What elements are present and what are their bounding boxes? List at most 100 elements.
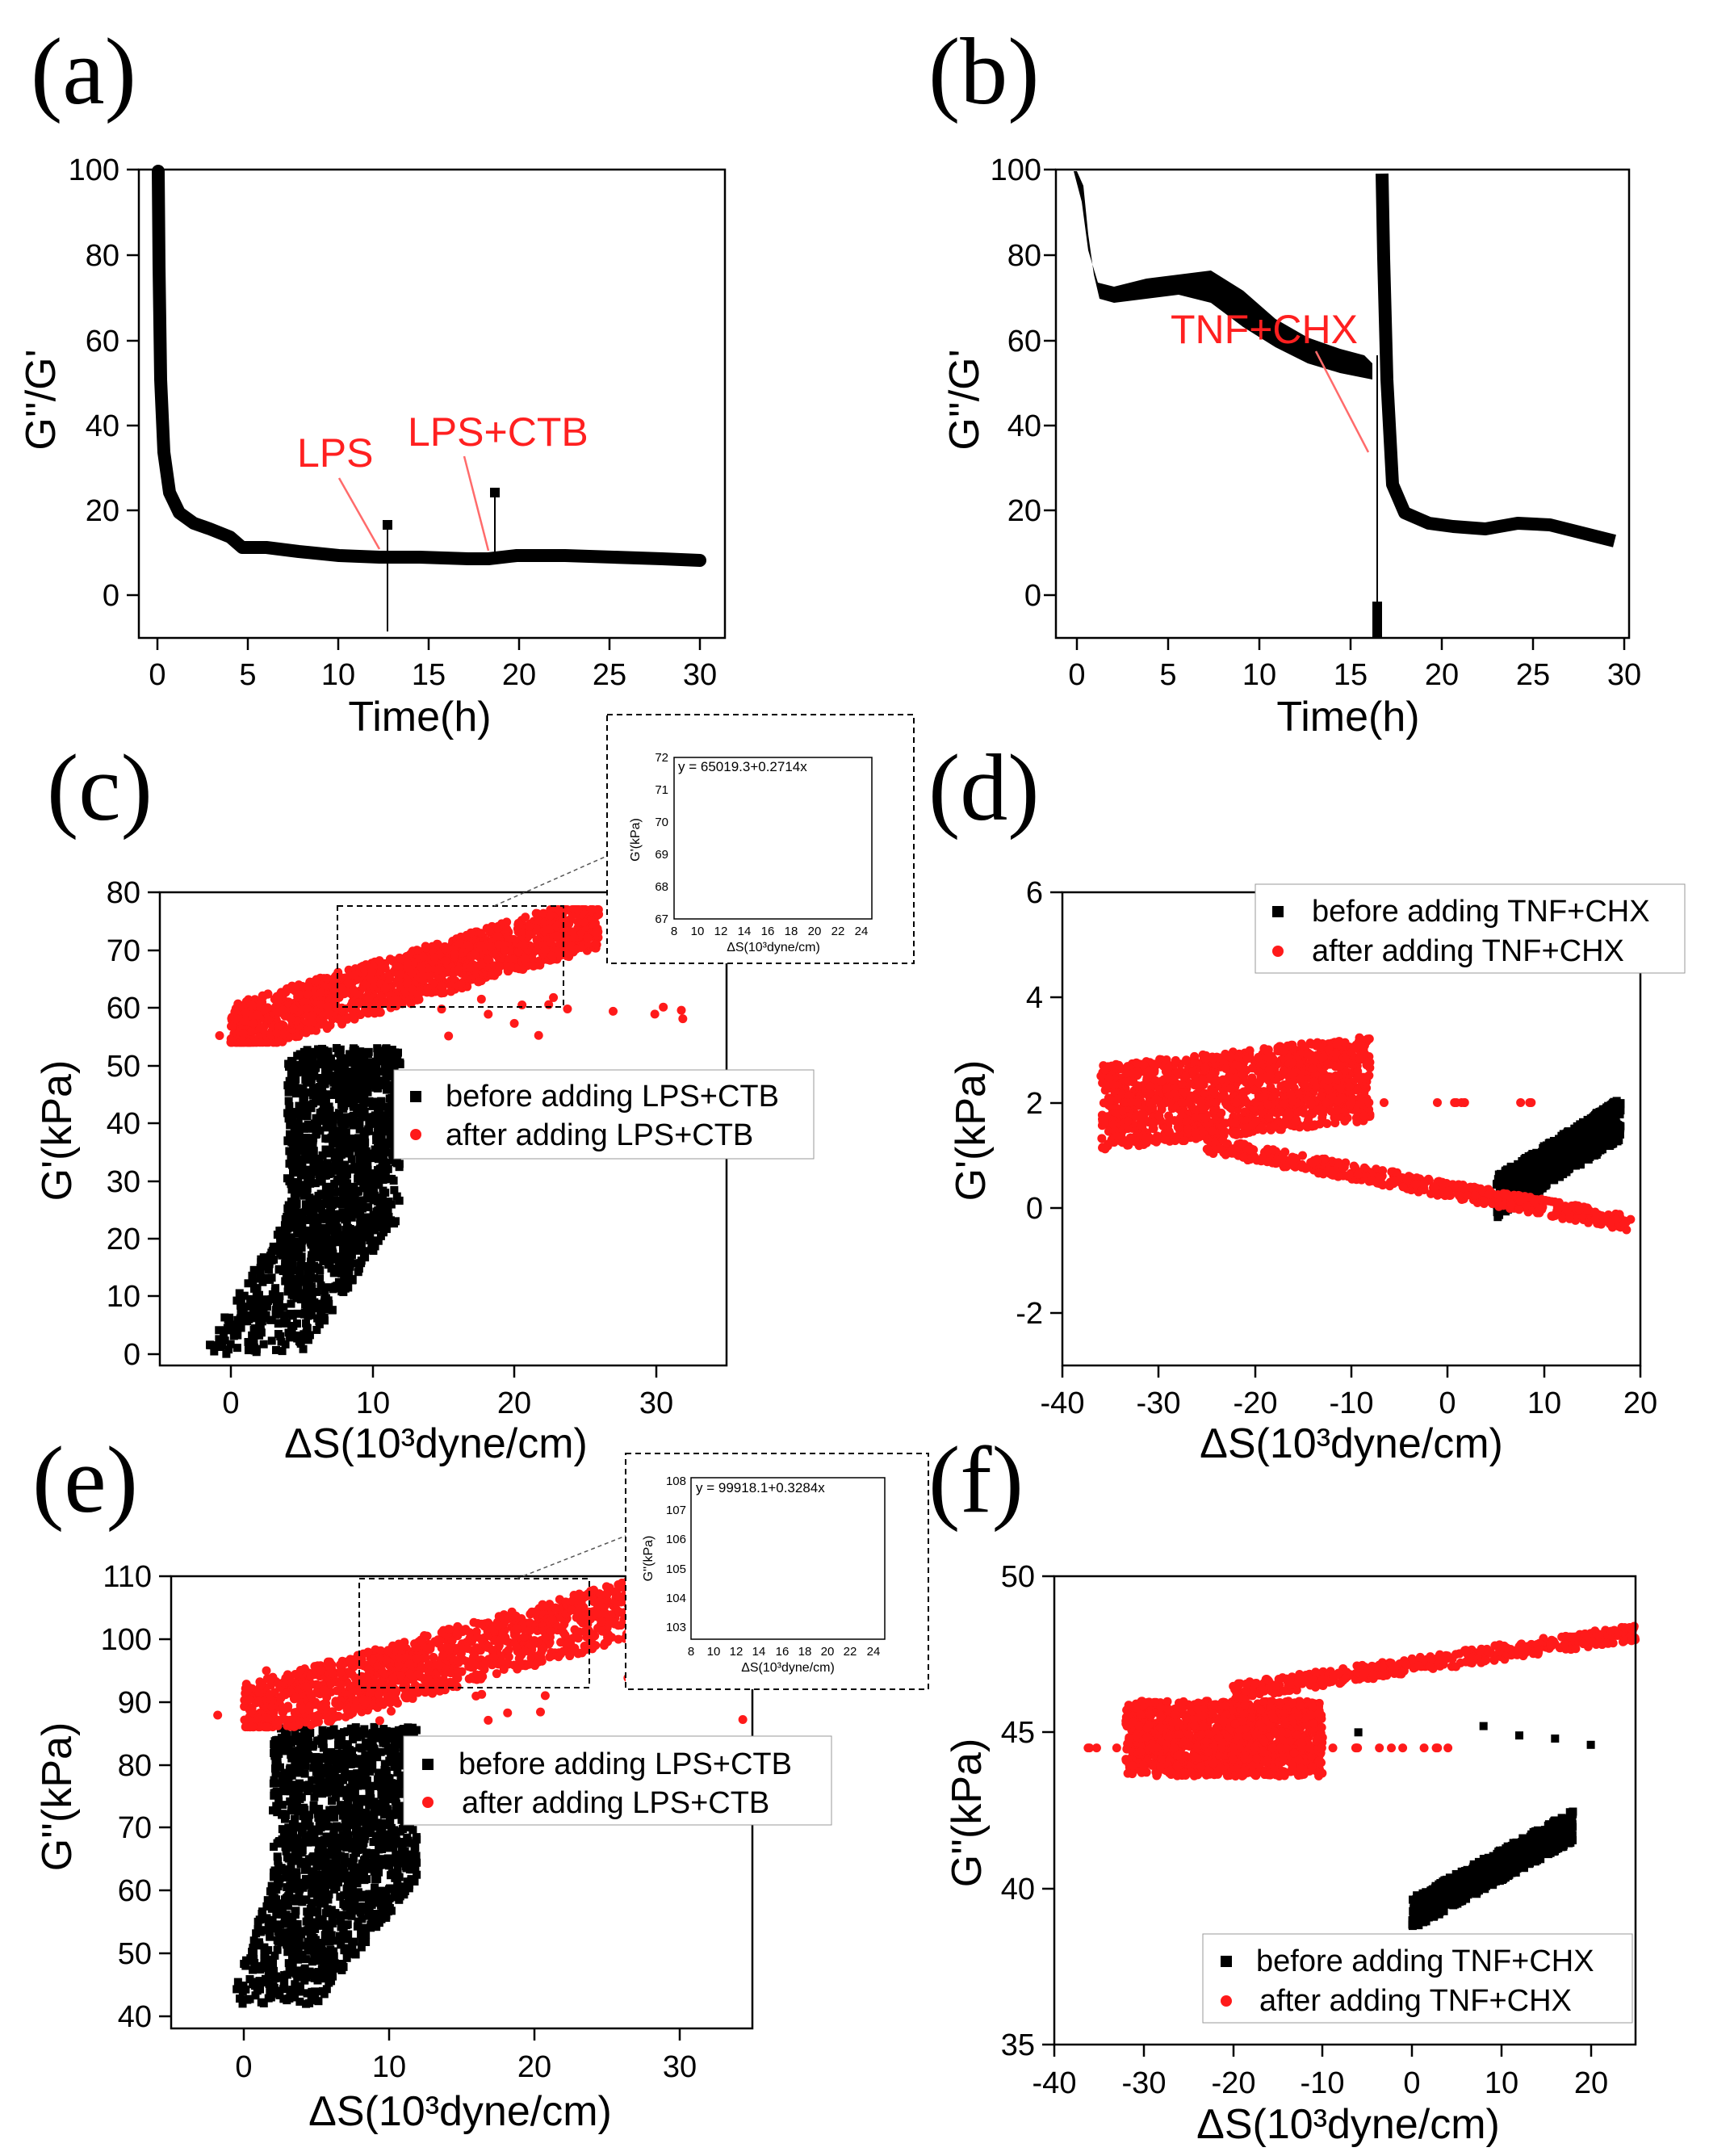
point-before xyxy=(359,1184,368,1193)
point-before xyxy=(313,1891,322,1900)
point-after xyxy=(241,1017,250,1026)
point-after xyxy=(437,1005,446,1014)
point-after xyxy=(391,995,400,1005)
point-after xyxy=(322,974,332,984)
point-before xyxy=(305,1227,314,1235)
point-before xyxy=(358,1809,367,1818)
point-before xyxy=(368,1154,377,1163)
point-before xyxy=(341,1911,350,1920)
point-before xyxy=(283,1137,292,1146)
point-before xyxy=(388,1082,397,1091)
point-before xyxy=(280,1814,289,1823)
point-before xyxy=(224,1319,233,1328)
point-before xyxy=(390,1893,399,1902)
point-before xyxy=(309,1933,318,1942)
point-before xyxy=(316,1055,325,1063)
point-before xyxy=(363,1088,372,1097)
point-before xyxy=(346,1050,354,1059)
point-before xyxy=(348,1135,357,1143)
point-before xyxy=(396,1858,404,1867)
point-before xyxy=(315,1845,324,1854)
point-before xyxy=(350,1182,358,1191)
point-before xyxy=(295,1105,304,1114)
point-after xyxy=(302,1003,312,1013)
point-before xyxy=(381,1139,390,1148)
point-before xyxy=(324,1047,333,1056)
point-after xyxy=(592,940,601,950)
point-before xyxy=(311,1838,320,1847)
point-before xyxy=(285,1076,294,1085)
point-before xyxy=(331,1823,340,1832)
point-before xyxy=(307,1881,316,1890)
point-before xyxy=(302,1319,311,1328)
point-before xyxy=(350,1072,358,1080)
point-before xyxy=(363,1159,372,1168)
point-before xyxy=(329,1269,338,1277)
point-before xyxy=(373,1149,382,1158)
point-after xyxy=(521,912,530,922)
point-before xyxy=(220,1336,229,1345)
point-before xyxy=(293,1331,302,1340)
point-before xyxy=(300,1769,309,1778)
point-before xyxy=(384,1104,393,1113)
point-before xyxy=(286,1330,295,1339)
point-before xyxy=(361,1253,370,1262)
point-before xyxy=(279,1771,287,1780)
point-before xyxy=(309,1898,318,1907)
point-after xyxy=(563,1004,572,1013)
point-before xyxy=(333,1252,342,1261)
point-before xyxy=(342,1097,351,1105)
point-before xyxy=(352,1093,361,1102)
point-before xyxy=(246,1294,255,1303)
point-after xyxy=(286,1013,295,1023)
point-before xyxy=(301,1335,310,1344)
point-before xyxy=(321,1163,330,1172)
point-before xyxy=(373,1084,382,1093)
point-before xyxy=(288,1156,297,1164)
point-before xyxy=(335,1095,344,1104)
point-after xyxy=(474,977,484,987)
point-before xyxy=(294,1162,303,1171)
point-before xyxy=(317,1304,326,1313)
point-after xyxy=(591,928,601,937)
point-before xyxy=(352,1086,361,1095)
point-before xyxy=(324,1305,333,1314)
point-before xyxy=(269,1242,278,1251)
point-before xyxy=(277,1337,286,1346)
point-before xyxy=(286,1764,295,1772)
point-before xyxy=(309,1806,318,1814)
point-before xyxy=(358,1794,367,1803)
point-before xyxy=(281,1260,290,1269)
point-before xyxy=(287,1953,296,1962)
point-before xyxy=(366,1798,375,1807)
point-before xyxy=(373,1236,382,1245)
point-before xyxy=(334,1231,343,1239)
point-before xyxy=(388,1869,397,1878)
point-before xyxy=(387,1099,396,1108)
point-after xyxy=(307,1013,316,1022)
point-before xyxy=(363,1828,372,1837)
point-before xyxy=(330,1180,339,1189)
point-before xyxy=(365,1069,374,1078)
point-after xyxy=(582,933,592,942)
point-before xyxy=(333,1225,342,1234)
point-before xyxy=(274,1319,283,1328)
point-before xyxy=(331,1160,340,1169)
point-before xyxy=(325,1223,334,1231)
point-before xyxy=(284,1823,293,1832)
point-before xyxy=(379,1858,388,1867)
point-before xyxy=(312,1118,320,1127)
point-before xyxy=(292,1221,301,1230)
point-before xyxy=(235,1317,244,1326)
point-before xyxy=(332,1853,341,1862)
point-before xyxy=(291,1063,300,1072)
point-before xyxy=(293,1309,302,1318)
point-before xyxy=(287,1322,295,1331)
point-before xyxy=(297,1168,306,1177)
point-before xyxy=(324,1076,333,1085)
point-before xyxy=(393,1768,402,1777)
point-before xyxy=(325,1090,333,1099)
point-after xyxy=(367,967,377,976)
point-before xyxy=(382,1071,391,1080)
point-before xyxy=(220,1313,229,1322)
